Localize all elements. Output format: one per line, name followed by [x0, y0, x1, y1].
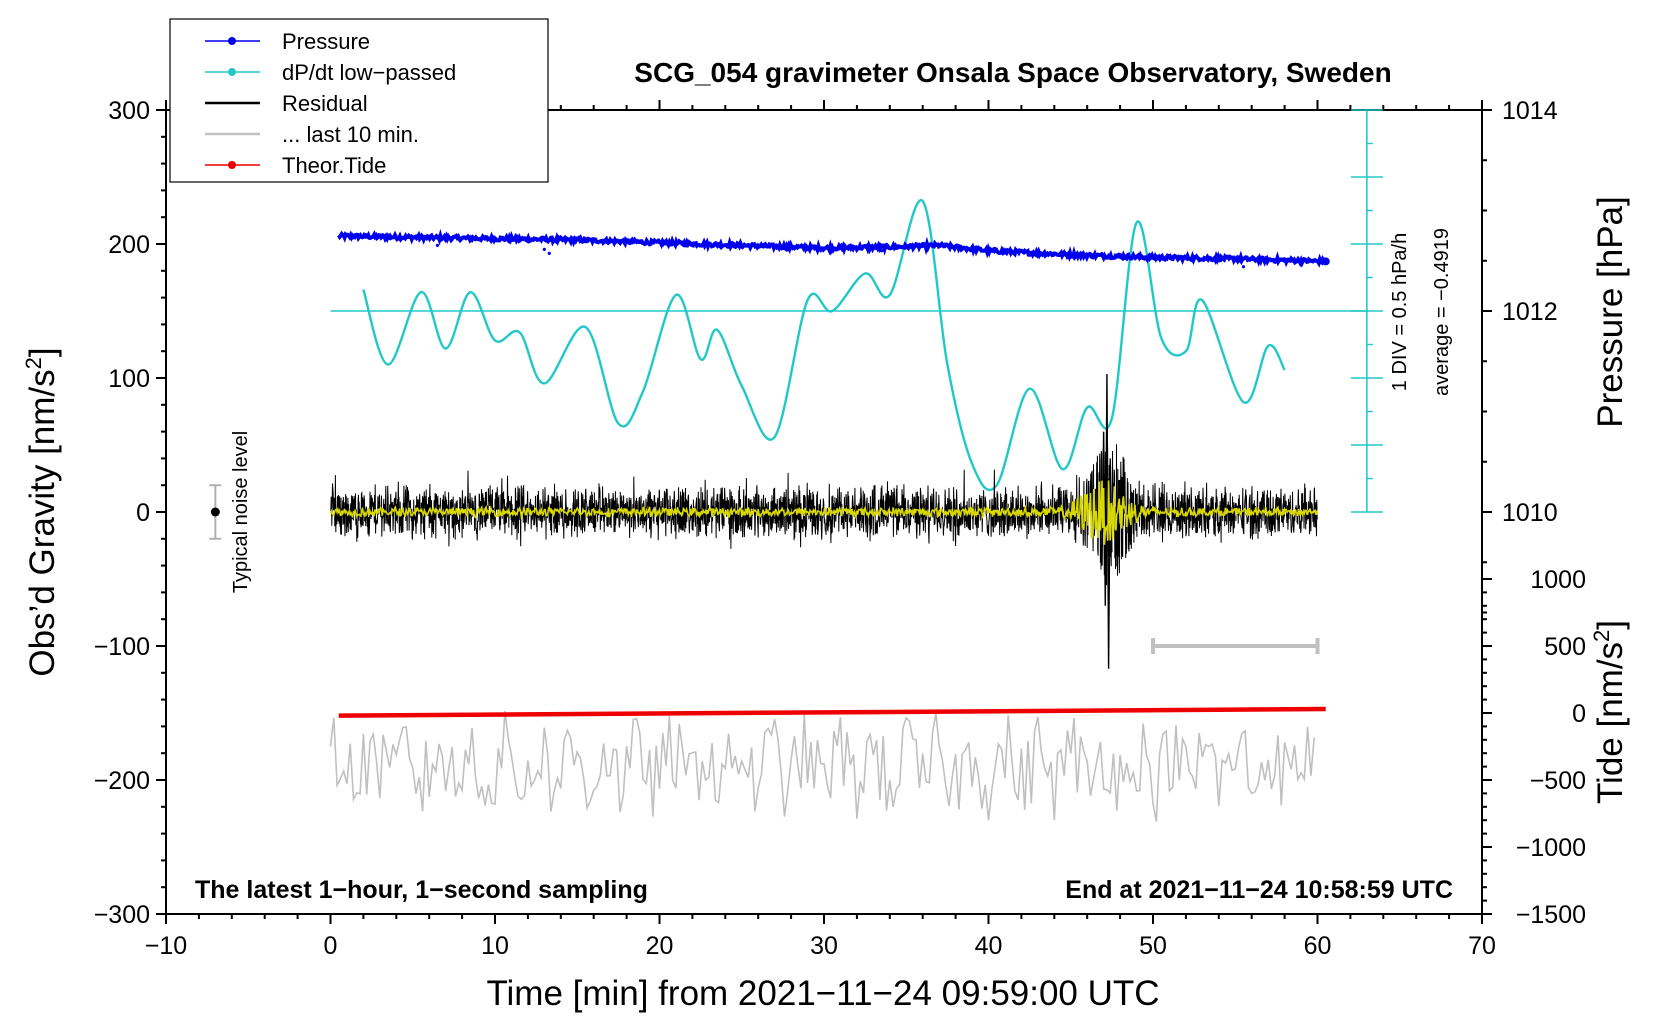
- theoretical-tide-line: [338, 706, 1326, 718]
- pressure-outlier-point: [879, 249, 884, 253]
- noise-level-label: Typical noise level: [230, 431, 252, 593]
- legend-label: ... last 10 min.: [282, 122, 419, 147]
- tide-tick-label: −500: [1530, 767, 1586, 795]
- x-tick-label: 60: [1304, 932, 1332, 960]
- y-axis-title-tide-main: Tide [nm/s: [1591, 642, 1630, 804]
- div-scale-label: 1 DIV = 0.5 hPa/h: [1389, 233, 1411, 391]
- pressure-outlier-point: [1241, 265, 1246, 269]
- average-label: average = −0.4919: [1431, 228, 1453, 396]
- last-10-min-line: [329, 711, 1315, 822]
- y-axis-ticks: −300 −200 −100 0 100 200 300: [94, 97, 166, 929]
- annotation-sampling: The latest 1−hour, 1−second sampling: [195, 876, 648, 904]
- y-tick-label: −200: [94, 767, 150, 795]
- pressure-tick-label: 1012: [1502, 298, 1558, 326]
- y-tick-label: 0: [136, 499, 150, 527]
- chart-title: SCG_054 gravimeter Onsala Space Observat…: [634, 57, 1391, 88]
- tide-tick-label: 1000: [1530, 566, 1586, 594]
- residual-event-spike: [1101, 373, 1113, 669]
- legend-label: Residual: [282, 91, 368, 116]
- y-axis-title-left-sup: 2: [21, 357, 46, 369]
- y-axis-title-pressure: Pressure [hPa]: [1591, 196, 1630, 428]
- legend-label: Pressure: [282, 29, 370, 54]
- tide-series-layer: [338, 706, 1326, 718]
- legend-swatch-marker: [228, 37, 236, 45]
- y-axis-title-tide-sup: 2: [1589, 630, 1614, 642]
- x-tick-label: 10: [481, 932, 509, 960]
- x-tick-label: 30: [810, 932, 838, 960]
- pressure-outlier-point: [435, 243, 440, 247]
- residual-series-layer: [329, 373, 1319, 669]
- tide-tick-label: −1000: [1516, 834, 1586, 862]
- x-tick-label: −10: [145, 932, 187, 960]
- pressure-end-marker: [1321, 257, 1330, 266]
- y-axis-title-left: Obs’d Gravity [nm/s2]: [21, 347, 62, 676]
- pressure-line: [337, 228, 1327, 268]
- tide-tick-label: 500: [1544, 633, 1586, 661]
- x-axis-title: Time [min] from 2021−11−24 09:59:00 UTC: [486, 974, 1159, 1013]
- annotation-end-time: End at 2021−11−24 10:58:59 UTC: [1065, 876, 1453, 904]
- last-10-min-series-layer: [329, 711, 1315, 822]
- noise-level-point: [210, 507, 220, 517]
- y-axis-title-tide: Tide [nm/s2]: [1589, 620, 1630, 804]
- x-tick-label: 40: [975, 932, 1003, 960]
- y-tick-label: 100: [108, 365, 150, 393]
- y-tick-label: 200: [108, 231, 150, 259]
- residual-line: [330, 444, 1318, 586]
- legend-box: [169, 18, 549, 183]
- y-tick-label: −300: [94, 901, 150, 929]
- pressure-axis-ticks: 1010 1012 1014: [1482, 97, 1558, 614]
- x-tick-label: 0: [324, 932, 338, 960]
- y-tick-label: 300: [108, 97, 150, 125]
- legend: Pressure dP/dt low−passed Residual ... last…: [169, 18, 549, 183]
- dpdt-line: [362, 199, 1286, 492]
- pressure-tick-label: 1010: [1502, 499, 1558, 527]
- pressure-series-layer: [337, 228, 1330, 269]
- legend-swatch-marker: [228, 68, 236, 76]
- legend-label: Theor.Tide: [282, 153, 386, 178]
- y-axis-title-left-end: ]: [23, 347, 62, 357]
- y-axis-title-tide-end: ]: [1591, 620, 1630, 630]
- pressure-outlier-point: [547, 251, 551, 255]
- legend-label: dP/dt low−passed: [282, 60, 456, 85]
- residual-smoothed-line: [329, 480, 1319, 545]
- tide-tick-label: −1500: [1516, 901, 1586, 929]
- x-tick-label: 20: [646, 932, 674, 960]
- dpdt-series-layer: [362, 199, 1286, 492]
- y-axis-title-left-main: Obs’d Gravity [nm/s: [23, 369, 62, 676]
- legend-swatch-marker: [228, 161, 236, 169]
- x-tick-label: 70: [1468, 932, 1496, 960]
- tide-axis-ticks: −1500 −1000 −500 0 500 1000: [1482, 566, 1586, 929]
- annotations-layer: [209, 484, 1320, 654]
- x-tick-label: 50: [1139, 932, 1167, 960]
- pressure-tick-label: 1014: [1502, 97, 1558, 125]
- y-tick-label: −100: [94, 633, 150, 661]
- tide-tick-label: 0: [1572, 700, 1586, 728]
- pressure-outlier-point: [542, 247, 546, 251]
- div-scale-layer: [1350, 109, 1383, 513]
